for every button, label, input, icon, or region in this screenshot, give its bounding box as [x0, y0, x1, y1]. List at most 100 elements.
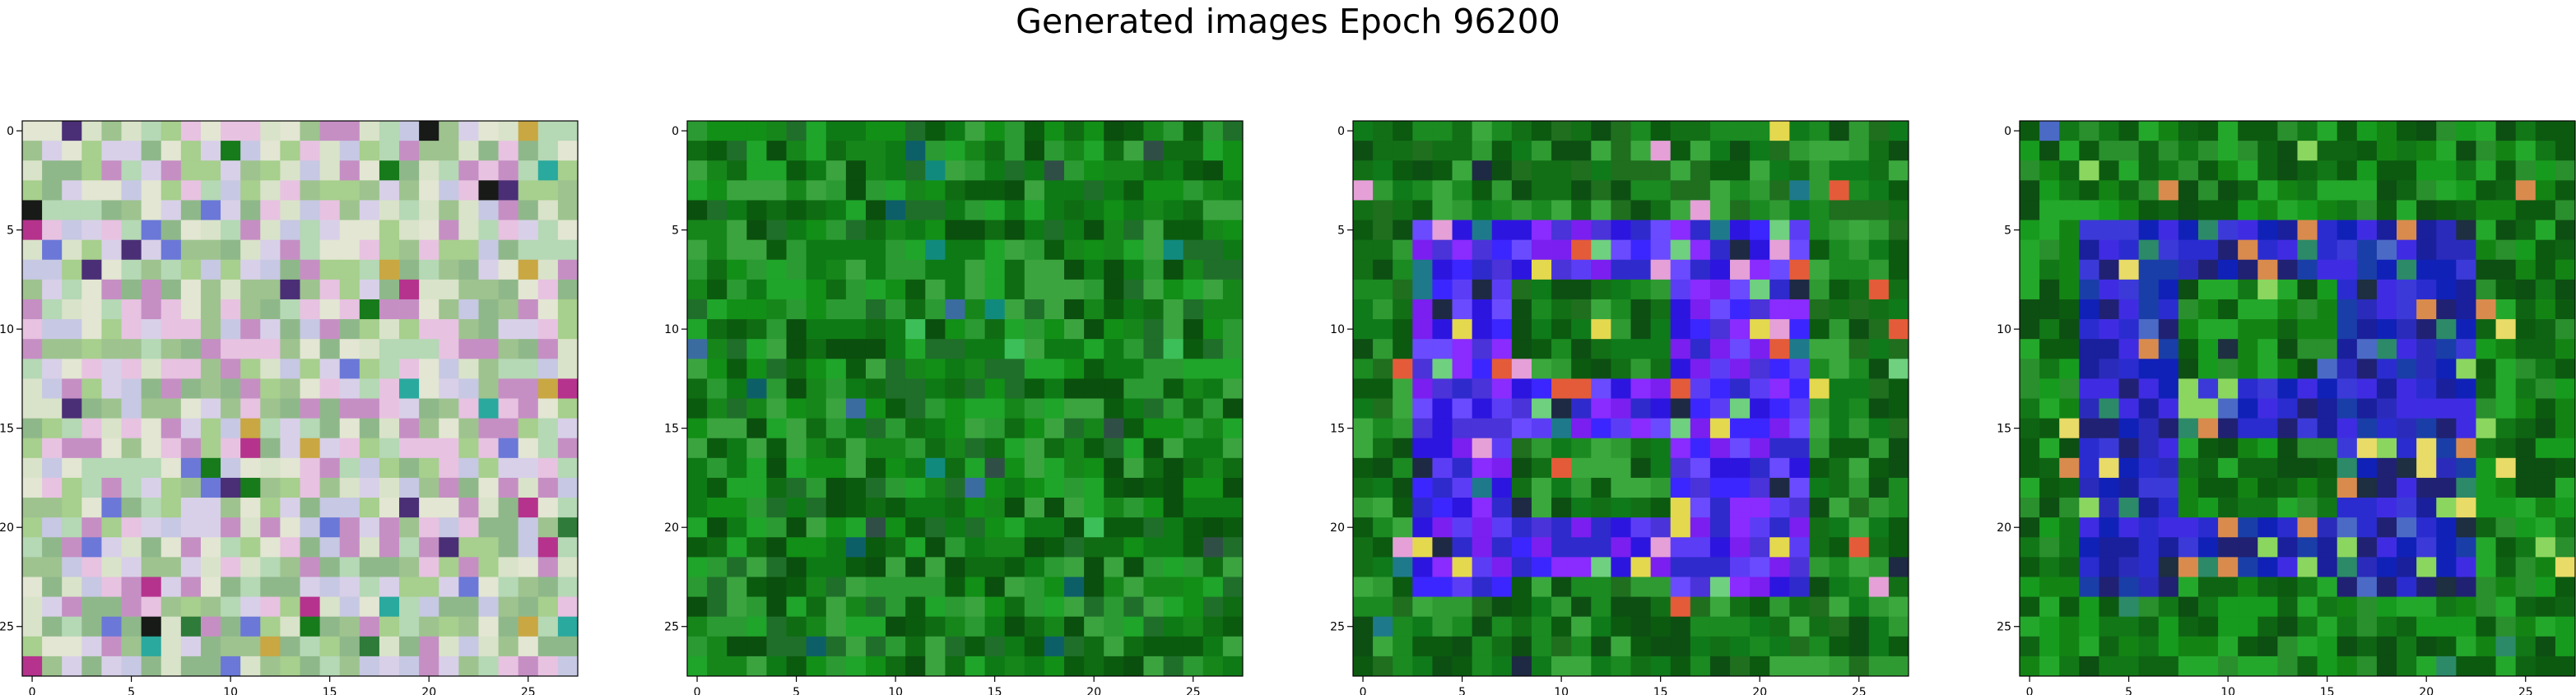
pixel-cell — [1183, 339, 1204, 359]
pixel-cell — [1630, 180, 1652, 201]
pixel-cell — [1393, 616, 1413, 637]
pixel-cell — [439, 359, 459, 379]
pixel-cell — [1412, 457, 1433, 479]
pixel-cell — [2039, 418, 2060, 439]
pixel-cell — [240, 378, 261, 399]
pixel-cell — [1868, 220, 1890, 241]
pixel-cell — [2059, 656, 2080, 677]
pixel-cell — [379, 438, 400, 459]
pixel-cell — [458, 596, 479, 618]
pixel-cell — [2138, 378, 2160, 399]
pixel-cell — [2218, 299, 2239, 320]
pixel-cell — [2397, 537, 2417, 558]
pixel-cell — [240, 200, 261, 220]
pixel-cell — [1730, 517, 1751, 538]
pixel-cell — [1551, 557, 1572, 577]
pixel-cell — [260, 636, 281, 657]
pixel-cell — [2039, 359, 2060, 379]
pixel-cell — [1044, 577, 1065, 597]
pixel-cell — [2158, 279, 2179, 300]
pixel-cell — [1650, 239, 1672, 261]
pixel-cell — [845, 477, 867, 498]
pixel-cell — [2099, 636, 2119, 657]
pixel-cell — [1730, 537, 1751, 558]
pixel-cell — [359, 141, 380, 161]
pixel-cell — [825, 378, 847, 399]
pixel-cell — [1888, 160, 1909, 181]
pixel-cell — [2515, 259, 2536, 280]
pixel-cell — [518, 339, 539, 359]
pixel-cell — [498, 418, 519, 439]
pixel-cell — [62, 398, 82, 419]
pixel-cell — [845, 537, 867, 558]
pixel-cell — [2495, 596, 2517, 618]
pixel-cell — [1123, 477, 1144, 498]
pixel-cell — [557, 259, 579, 280]
pixel-cell — [1183, 498, 1204, 518]
pixel-cell — [2158, 299, 2179, 320]
pixel-cell — [359, 517, 380, 538]
pixel-cell — [2317, 160, 2338, 181]
pixel-cell — [1222, 200, 1244, 220]
pixel-cell — [180, 418, 202, 439]
pixel-cell — [2456, 359, 2476, 379]
pixel-cell — [865, 299, 886, 320]
pixel-cell — [2535, 180, 2556, 201]
pixel-cell — [1123, 616, 1144, 637]
pixel-cell — [478, 418, 499, 439]
pixel-cell — [2555, 319, 2576, 340]
pixel-cell — [1650, 596, 1672, 618]
pixel-cell — [141, 220, 162, 241]
pixel-cell — [1143, 359, 1164, 379]
pixel-cell — [845, 596, 867, 618]
pixel-cell — [121, 498, 142, 518]
pixel-cell — [419, 557, 439, 577]
pixel-cell — [1670, 656, 1691, 677]
pixel-cell — [1630, 259, 1652, 280]
pixel-cell — [2277, 299, 2298, 320]
pixel-cell — [806, 616, 827, 637]
pixel-cell — [1393, 498, 1413, 518]
pixel-cell — [439, 259, 459, 280]
pixel-cell — [2397, 557, 2417, 577]
pixel-cell — [2356, 359, 2378, 379]
pixel-cell — [1571, 160, 1592, 181]
pixel-cell — [1690, 121, 1711, 141]
pixel-cell — [1591, 339, 1611, 359]
pixel-cell — [2277, 279, 2298, 300]
pixel-cell — [1531, 498, 1552, 518]
pixel-cell — [945, 279, 965, 300]
pixel-cell — [359, 418, 380, 439]
pixel-cell — [1611, 477, 1631, 498]
pixel-cell — [1591, 577, 1611, 597]
pixel-cell — [1829, 359, 1850, 379]
pixel-cell — [439, 378, 459, 399]
pixel-cell — [965, 378, 986, 399]
pixel-cell — [2297, 359, 2318, 379]
pixel-cell — [1848, 319, 1870, 340]
pixel-cell — [2436, 457, 2457, 479]
pixel-cell — [2317, 339, 2338, 359]
pixel-cell — [727, 418, 747, 439]
pixel-cell — [707, 339, 728, 359]
pixel-cell — [62, 557, 82, 577]
pixel-cell — [180, 517, 202, 538]
pixel-cell — [2515, 299, 2536, 320]
pixel-cell — [2138, 577, 2160, 597]
pixel-cell — [1393, 438, 1413, 459]
pixel-cell — [2059, 141, 2080, 161]
pixel-cell — [221, 259, 241, 280]
pixel-cell — [399, 220, 420, 241]
pixel-cell — [2356, 200, 2378, 220]
pixel-cell — [2376, 616, 2397, 637]
x-tick-label: 25 — [1852, 686, 1867, 695]
pixel-cell — [1163, 636, 1184, 657]
pixel-cell — [439, 636, 459, 657]
pixel-cell — [1829, 378, 1850, 399]
pixel-cell — [1789, 418, 1810, 439]
pixel-cell — [1143, 418, 1164, 439]
pixel-cell — [865, 200, 886, 220]
pixel-cell — [141, 438, 162, 459]
pixel-cell — [1611, 596, 1631, 618]
pixel-cell — [2079, 141, 2099, 161]
